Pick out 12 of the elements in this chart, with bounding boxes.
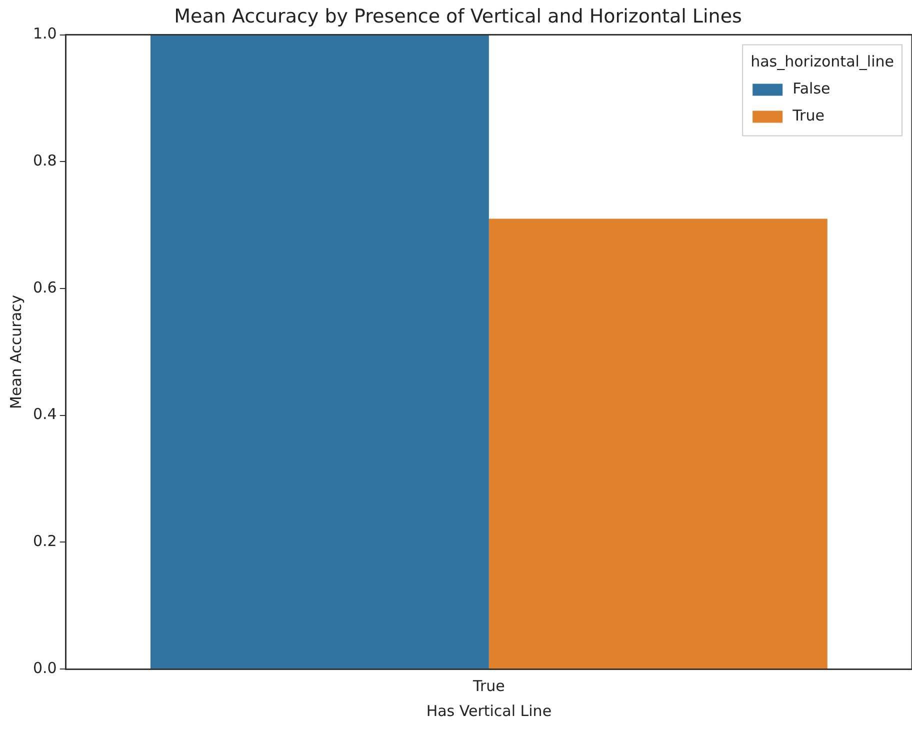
- y-tick-label: 1.0: [32, 24, 57, 43]
- y-tick-label: 0.2: [32, 532, 57, 550]
- y-tick-label: 0.4: [32, 405, 57, 424]
- y-tick-label: 0.0: [32, 658, 57, 677]
- chart-title: Mean Accuracy by Presence of Vertical and Horizontal Lines: [174, 5, 742, 28]
- legend-label: True: [792, 106, 824, 125]
- y-axis-title: Mean Accuracy: [6, 294, 25, 409]
- legend-label: False: [792, 80, 830, 98]
- y-tick-label: 0.8: [32, 152, 57, 170]
- legend-title: has_horizontal_line: [750, 52, 894, 71]
- y-tick-label: 0.6: [32, 278, 57, 296]
- x-axis-title: Has Vertical Line: [426, 702, 552, 720]
